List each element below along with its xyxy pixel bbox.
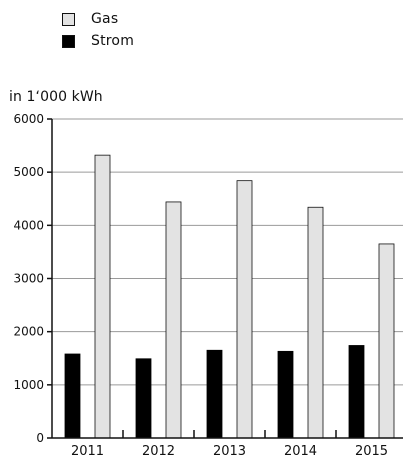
bar-gas-2012 [165, 201, 182, 439]
x-tick-label-2014: 2014 [284, 444, 317, 459]
x-tick-label-2015: 2015 [355, 444, 388, 459]
bar-strom-2011 [64, 353, 81, 439]
bar-gas-2013 [236, 180, 253, 439]
chart-legend: Gas Strom [62, 8, 134, 52]
x-tick-label-2011: 2011 [71, 444, 104, 459]
y-tick-label-4000: 4000 [13, 218, 44, 232]
legend-item-strom: Strom [62, 30, 134, 52]
y-tick-label-6000: 6000 [13, 112, 44, 126]
bar-strom-2015 [348, 345, 365, 439]
y-tick-label-0: 0 [36, 431, 44, 445]
legend-swatch-strom [62, 34, 75, 48]
bar-gas-2011 [94, 154, 111, 439]
bar-gas-2014 [307, 206, 324, 439]
legend-label-strom: Strom [91, 33, 135, 49]
y-axis-unit-label: in 1‘000 kWh [9, 89, 103, 105]
bar-strom-2012 [135, 358, 152, 439]
bar-strom-2014 [277, 350, 294, 439]
x-tick-label-2012: 2012 [142, 444, 175, 459]
y-tick-label-5000: 5000 [13, 165, 44, 179]
bar-strom-2013 [206, 349, 223, 439]
x-tick-label-2013: 2013 [213, 444, 246, 459]
legend-item-gas: Gas [62, 8, 134, 30]
legend-swatch-gas [62, 12, 75, 26]
y-tick-label-2000: 2000 [13, 325, 44, 339]
y-tick-label-1000: 1000 [13, 378, 44, 392]
bar-gas-2015 [378, 243, 395, 439]
y-tick-label-3000: 3000 [13, 272, 44, 286]
legend-label-gas: Gas [91, 11, 119, 27]
